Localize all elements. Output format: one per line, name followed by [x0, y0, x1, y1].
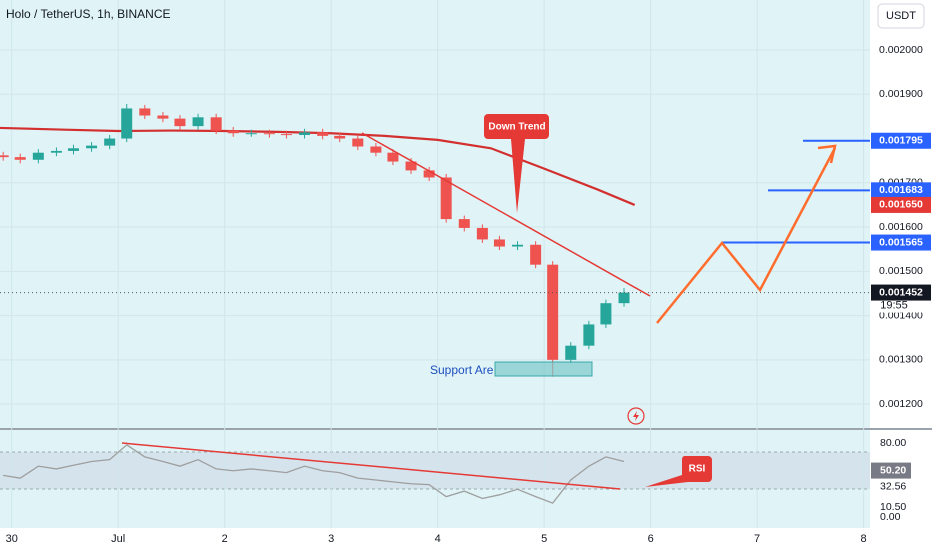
candle-body [299, 132, 311, 135]
projection [656, 147, 837, 324]
x-tick-label: 8 [861, 533, 867, 545]
marks [0, 104, 636, 504]
price-pane [0, 0, 870, 428]
alert-icon[interactable] [627, 407, 645, 425]
level-label: 0.001795 [879, 135, 923, 147]
rsi-line [3, 444, 625, 504]
y-tick-label: 0.001900 [879, 88, 923, 100]
y-tick-label: 0.001500 [879, 265, 923, 277]
candle-body [192, 117, 204, 127]
rsi-label: RSI [689, 464, 706, 475]
y-tick-label: 0.001200 [879, 398, 923, 410]
rsi-callout [645, 456, 712, 487]
candle-body [32, 152, 44, 160]
candle-body [476, 227, 488, 240]
candle-body [157, 115, 169, 119]
last-price-label: 0.001452 [879, 286, 923, 298]
x-tick-label: 6 [648, 533, 654, 545]
candle-body [104, 138, 116, 146]
rsi-tick-label: 32.56 [880, 481, 906, 493]
currency: USDT [886, 10, 916, 22]
trend-line [361, 132, 651, 297]
rsi-tick-label: 0.00 [880, 511, 901, 523]
candle-body [280, 134, 292, 136]
candle-body [423, 170, 435, 178]
countdown: 19:55 [880, 299, 908, 311]
candle-body [67, 148, 79, 151]
candle-body [317, 132, 329, 136]
rsi-band [0, 452, 870, 489]
y-tick-label: 0.002000 [879, 44, 923, 56]
y-tick-label: 0.001600 [879, 221, 923, 233]
candle-body [583, 324, 595, 346]
level-badge [871, 182, 931, 199]
level-badge [871, 234, 931, 251]
level-badge [871, 132, 931, 149]
candle-body [14, 157, 26, 160]
alert-bolt [633, 411, 639, 421]
x-tick-label: 7 [754, 533, 760, 545]
candle-body [440, 177, 452, 220]
candle-body [565, 345, 577, 360]
level-label: 0.001683 [879, 184, 923, 196]
candle-body [86, 145, 98, 149]
candle-body [387, 152, 399, 162]
projection-arrow [817, 144, 837, 164]
candle-body [174, 118, 186, 127]
candle-body [0, 155, 9, 158]
support-label: Support Are [430, 363, 494, 377]
rsi-value-badge [871, 462, 911, 479]
candle-body [245, 133, 257, 135]
candle-body [334, 135, 346, 139]
candle-body [352, 138, 364, 147]
x-tick-label: 4 [435, 533, 441, 545]
currency-button[interactable] [877, 3, 925, 29]
candle-body [139, 108, 151, 116]
price-axis [870, 0, 932, 550]
candle-body [493, 239, 505, 247]
candle-body [530, 244, 542, 265]
rsi-tick-label: 80.00 [880, 437, 906, 449]
x-tick-label: 5 [541, 533, 547, 545]
candle-body [618, 292, 630, 304]
x-tick-label: 30 [6, 533, 18, 545]
moving-average [0, 126, 636, 206]
down-trend-label: Down Trend [488, 122, 545, 133]
symbol-title: Holo / TetherUS, 1h, BINANCE [6, 7, 171, 21]
y-tick-label: 0.001300 [879, 354, 923, 366]
candle-body [210, 117, 222, 131]
x-tick-label: 2 [222, 533, 228, 545]
x-tick-label: Jul [111, 533, 125, 545]
down-trend-callout [484, 114, 549, 213]
candle-body [405, 161, 417, 171]
time-axis [0, 528, 932, 550]
candle-body [227, 130, 239, 134]
rsi-tick-label: 10.50 [880, 501, 906, 513]
candle-body [512, 244, 524, 247]
candle-body [458, 219, 470, 228]
candle-body [263, 133, 275, 135]
ma-badge [871, 196, 931, 213]
x-tick-label: 3 [328, 533, 334, 545]
candle-body [121, 108, 133, 139]
candle-body [547, 264, 559, 360]
ma-label: 0.001650 [879, 199, 923, 211]
rsi-tick-label: 50.20 [880, 464, 906, 476]
support-box [494, 361, 593, 377]
last-price-box [871, 284, 931, 301]
candle-body [50, 150, 62, 153]
level-label: 0.001565 [879, 236, 923, 248]
rsi-trend-line [121, 442, 621, 490]
candle-body [600, 303, 612, 325]
candle-body [370, 146, 382, 153]
grid [0, 0, 870, 528]
